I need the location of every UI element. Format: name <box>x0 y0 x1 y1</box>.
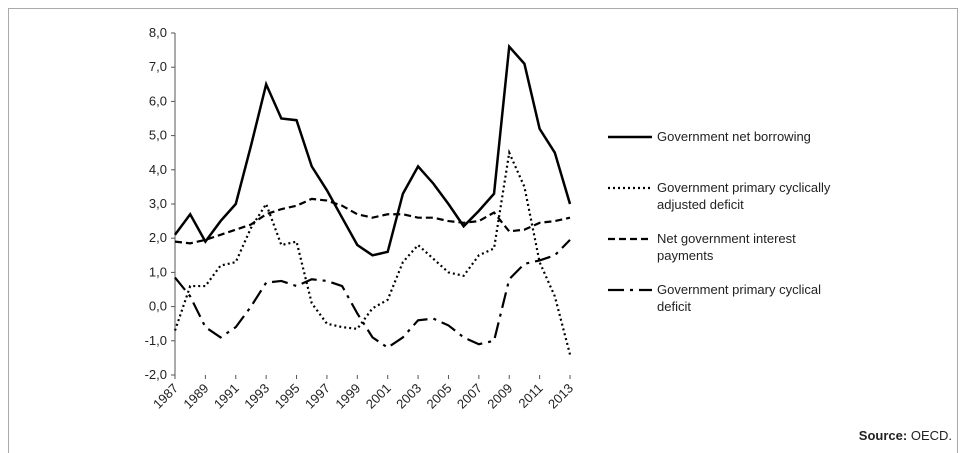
x-tick-label: 1999 <box>332 381 363 412</box>
x-tick-label: 1997 <box>302 381 333 412</box>
series-line <box>173 43 572 257</box>
y-tick-label: 0,0 <box>149 299 167 314</box>
y-tick-label: 8,0 <box>149 25 167 40</box>
x-tick-label: 2005 <box>424 381 455 412</box>
x-tick-label: 1991 <box>211 381 242 412</box>
x-tick-label: 2013 <box>545 381 576 412</box>
legend-label: Net government interest payments <box>657 231 796 263</box>
y-tick-label: 1,0 <box>149 264 167 279</box>
y-tick-label: 7,0 <box>149 59 167 74</box>
y-tick-label: 6,0 <box>149 93 167 108</box>
x-tick-label: 2001 <box>363 381 394 412</box>
y-tick-label: -1,0 <box>145 333 167 348</box>
series-line <box>173 148 572 355</box>
frame <box>8 8 958 453</box>
source-text: OECD. <box>910 428 952 443</box>
x-tick-label: 2003 <box>393 381 424 412</box>
x-tick-label: 1989 <box>180 381 211 412</box>
legend-label: Government primary cyclically adjusted d… <box>657 180 831 212</box>
y-tick-label: -2,0 <box>145 367 167 382</box>
legend-label: Government primary cyclical deficit <box>657 282 821 314</box>
x-tick-label: 2009 <box>484 381 515 412</box>
y-tick-label: 3,0 <box>149 196 167 211</box>
y-tick-label: 5,0 <box>149 128 167 143</box>
source: Source: OECD. <box>859 428 952 443</box>
x-tick-label: 1987 <box>150 381 181 412</box>
source-label: Source: <box>858 428 908 443</box>
y-tick-label: 2,0 <box>149 230 167 245</box>
x-tick-label: 2011 <box>515 381 545 411</box>
x-tick-label: 1993 <box>241 381 272 412</box>
series-line <box>174 197 571 245</box>
x-tick-label: 2007 <box>454 381 485 412</box>
x-tick-label: 1995 <box>272 381 303 412</box>
y-tick-label: 4,0 <box>149 162 167 177</box>
series-line <box>174 239 571 349</box>
legend-label: Government net borrowing <box>657 129 811 144</box>
